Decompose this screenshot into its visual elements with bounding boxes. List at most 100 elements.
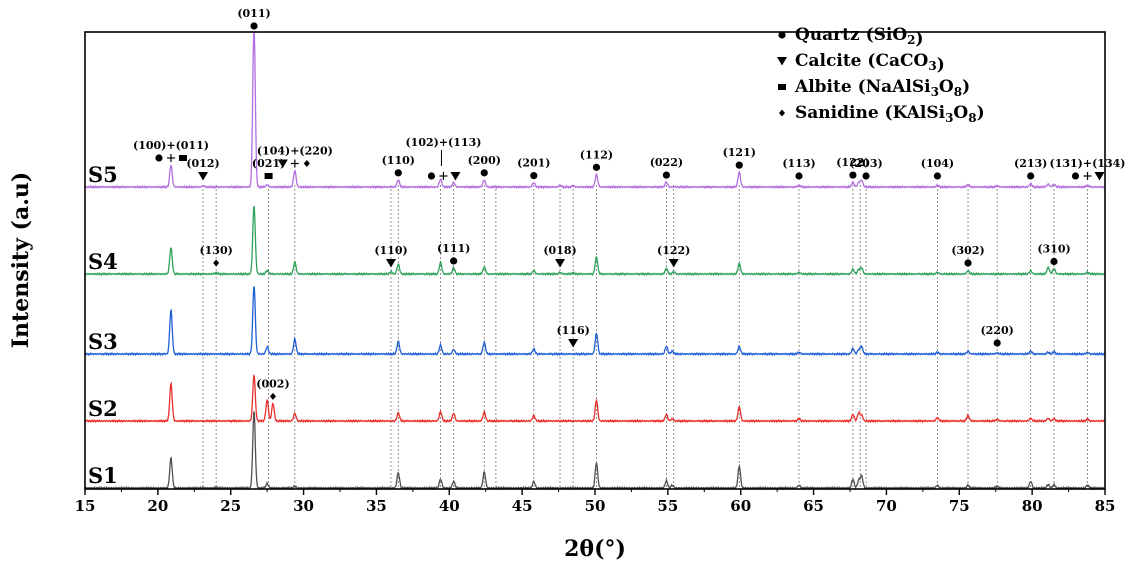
peak-annotation: (100)+(011): [133, 139, 209, 162]
sanidine-marker: [269, 392, 276, 400]
peak-label: (104)+(220): [257, 145, 333, 158]
peak-annotation: (220): [980, 324, 1014, 347]
peak-label: (220): [980, 324, 1013, 337]
legend-paren: ): [962, 77, 970, 97]
legend-name: Albite (NaAlSi: [794, 77, 931, 97]
peak-annotation: (310): [1037, 242, 1071, 266]
peak-annotation: (112): [580, 148, 613, 171]
peak-annotation: (021): [252, 157, 285, 179]
plus-sign: [290, 159, 299, 168]
legend-name: Quartz (SiO: [795, 25, 907, 45]
calcite-marker: [386, 259, 396, 268]
legend-label: Quartz (SiO2): [795, 25, 924, 49]
peak-label: (131)+(134): [1050, 157, 1126, 170]
series-line-s4: [84, 206, 1106, 277]
legend-paren: ): [916, 29, 924, 49]
x-axis-ticks: 15 20 25 30 35 40 45 50 55 60 65 70 75 80 85: [75, 489, 1115, 515]
quartz-marker: [993, 339, 1001, 347]
peak-label: (018): [543, 244, 576, 257]
x-tick-label: 75: [949, 497, 970, 515]
quartz-marker: [592, 163, 601, 171]
peak-annotation: (302): [951, 244, 985, 267]
series-label-s3: S3: [88, 329, 118, 354]
peak-label: (011): [237, 7, 270, 20]
plus-sign: [166, 154, 175, 162]
calcite-marker: [1094, 172, 1105, 181]
albite-marker: [178, 155, 187, 161]
legend-label: Calcite (CaCO3): [795, 51, 945, 75]
x-tick-label: 20: [147, 497, 168, 515]
x-tick-label: 30: [293, 497, 314, 515]
peak-annotation: (012): [186, 157, 220, 181]
legend-label: Albite (NaAlSi3O8): [794, 77, 970, 99]
quartz-marker: [849, 171, 857, 179]
peak-label: (022): [650, 156, 683, 169]
peak-label: (122): [657, 244, 690, 257]
peak-annotations: (011) (100)+(011) (012) (021)(104)+(220) (11…: [133, 7, 1126, 400]
legend-subscript: 3: [931, 85, 939, 99]
peak-label: (102)+(113): [405, 136, 481, 149]
peak-label: (002): [256, 377, 289, 390]
legend-paren: ): [937, 55, 945, 75]
peak-annotation: (201): [517, 157, 550, 180]
x-tick-label: 35: [366, 497, 387, 515]
calcite-marker: [668, 259, 679, 268]
quartz-marker: [1050, 257, 1058, 266]
peak-annotation: (111): [437, 242, 470, 265]
quartz-marker: [394, 169, 402, 177]
peak-label: (130): [199, 244, 232, 257]
peak-label: (203): [849, 157, 882, 170]
plus-sign: [1083, 172, 1092, 180]
quartz-marker: [450, 257, 458, 265]
legend-item-quartz: Quartz (SiO2): [778, 25, 924, 49]
peak-annotation: (022): [650, 156, 683, 179]
peak-annotation: (011): [237, 7, 271, 30]
peak-annotation: (130): [199, 244, 233, 267]
legend-formula-rest: O: [939, 77, 954, 97]
peak-annotation: (200): [468, 154, 501, 177]
peak-annotation: (116): [556, 324, 590, 348]
peak-annotation: (122): [836, 156, 870, 179]
reference-lines: [202, 185, 1088, 489]
calcite-marker: [450, 172, 461, 181]
plus-sign: [439, 172, 448, 180]
peak-label: (112): [580, 148, 613, 161]
albite-marker: [264, 173, 273, 179]
calcite-marker: [777, 57, 787, 66]
peak-label: (113): [782, 157, 815, 170]
x-tick-label: 65: [803, 497, 824, 515]
peak-annotation: (102)+(113): [405, 136, 481, 181]
series-line-s5: [84, 32, 1106, 190]
peak-annotation: (104): [921, 157, 954, 180]
peak-label: (100)+(011): [133, 139, 209, 152]
peak-annotation: (110): [374, 244, 408, 268]
peak-label: (111): [437, 242, 470, 255]
quartz-marker: [862, 172, 870, 180]
sanidine-marker: [303, 160, 310, 167]
series-line-s1: [84, 411, 1106, 491]
sanidine-marker: [779, 109, 785, 117]
calcite-marker: [555, 259, 566, 268]
peak-label: (213): [1014, 157, 1047, 170]
peak-label: (116): [556, 324, 589, 337]
quartz-marker: [1027, 172, 1035, 180]
series-labels: S1 S2 S3 S4 S5: [88, 162, 118, 488]
legend-name: Calcite (CaCO: [795, 51, 929, 71]
peak-label: (110): [374, 244, 407, 257]
x-tick-label: 40: [439, 497, 460, 515]
legend-paren: ): [977, 103, 985, 123]
quartz-marker: [250, 22, 258, 30]
x-tick-label: 80: [1022, 497, 1043, 515]
series-label-s2: S2: [88, 396, 118, 421]
peak-label: (200): [468, 154, 501, 167]
peak-annotation: (002): [256, 377, 290, 400]
legend-name: Sanidine (KAlSi: [795, 103, 946, 123]
quartz-marker: [735, 161, 743, 169]
quartz-marker: [427, 172, 436, 180]
x-tick-label: 60: [730, 497, 751, 515]
peak-annotation: (113): [782, 157, 816, 180]
albite-marker: [778, 84, 786, 90]
legend-item-albite: Albite (NaAlSi3O8): [778, 77, 970, 99]
quartz-marker: [480, 169, 488, 177]
x-tick-label: 70: [876, 497, 897, 515]
